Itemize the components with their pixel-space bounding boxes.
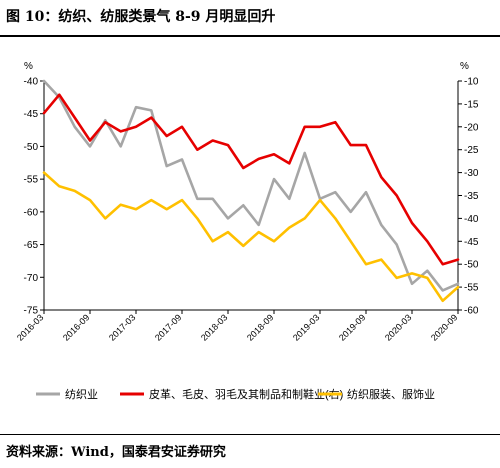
x-tick-label: 2017-03: [107, 312, 137, 342]
right-tick-label: -35: [464, 191, 479, 202]
x-tick-label: 2020-03: [383, 312, 413, 342]
right-tick-label: -45: [464, 237, 479, 248]
left-tick-label: -40: [24, 77, 39, 88]
x-tick-label: 2016-09: [61, 312, 91, 342]
figure-header: 图 10：纺织、纺服类景气 8-9 月明显回升: [0, 0, 500, 37]
x-tick-label: 2018-03: [199, 312, 229, 342]
x-tick-label: 2016-03: [15, 312, 45, 342]
legend-label-textile: 纺织业: [65, 387, 98, 401]
right-tick-label: -50: [464, 260, 479, 271]
right-tick-label: -15: [464, 99, 479, 110]
left-axis-unit: %: [24, 61, 33, 72]
legend-label-leather: 皮革、毛皮、羽毛及其制品和制鞋业(右): [149, 387, 343, 401]
chart-area: %% -40 -45 -50 -55 -60 -65 -70 -75 -10 -15 -20 -25 -3…: [0, 37, 500, 433]
right-tick-label: -25: [464, 145, 479, 156]
left-tick-label: -75: [24, 306, 39, 317]
source-divider: [0, 434, 500, 435]
series-line-apparel: [42, 171, 460, 303]
series-line-textile: [42, 79, 460, 292]
title-divider: [0, 35, 500, 37]
x-tick-label: 2020-09: [429, 312, 459, 342]
line-chart: % % -40 -45 -50 -55 -60 -65 -70 -75 -10 -15 -20 -25 -3…: [15, 61, 479, 401]
left-tick-label: -65: [24, 240, 39, 251]
right-tick-label: -55: [464, 283, 479, 294]
right-tick-label: -10: [464, 77, 479, 88]
source-note: 资料来源：Wind，国泰君安证券研究: [6, 445, 226, 460]
left-tick-label: -70: [24, 273, 39, 284]
right-axis-unit: %: [460, 61, 469, 72]
right-tick-label: -60: [464, 306, 479, 317]
left-tick-label: -50: [24, 142, 39, 153]
right-tick-label: -20: [464, 122, 479, 133]
x-tick-label: 2017-09: [153, 312, 183, 342]
right-tick-label: -40: [464, 214, 479, 225]
x-tick-label: 2019-09: [337, 312, 367, 342]
right-tick-label: -30: [464, 168, 479, 179]
left-tick-label: -60: [24, 207, 39, 218]
figure-title: 图 10：纺织、纺服类景气 8-9 月明显回升: [6, 9, 276, 25]
left-tick-label: -45: [24, 109, 39, 120]
x-tick-label: 2018-09: [245, 312, 275, 342]
legend-label-apparel: 纺织服装、服饰业: [347, 387, 435, 401]
left-tick-label: -55: [24, 175, 39, 186]
series-line-leather: [42, 93, 460, 266]
x-tick-label: 2019-03: [291, 312, 321, 342]
